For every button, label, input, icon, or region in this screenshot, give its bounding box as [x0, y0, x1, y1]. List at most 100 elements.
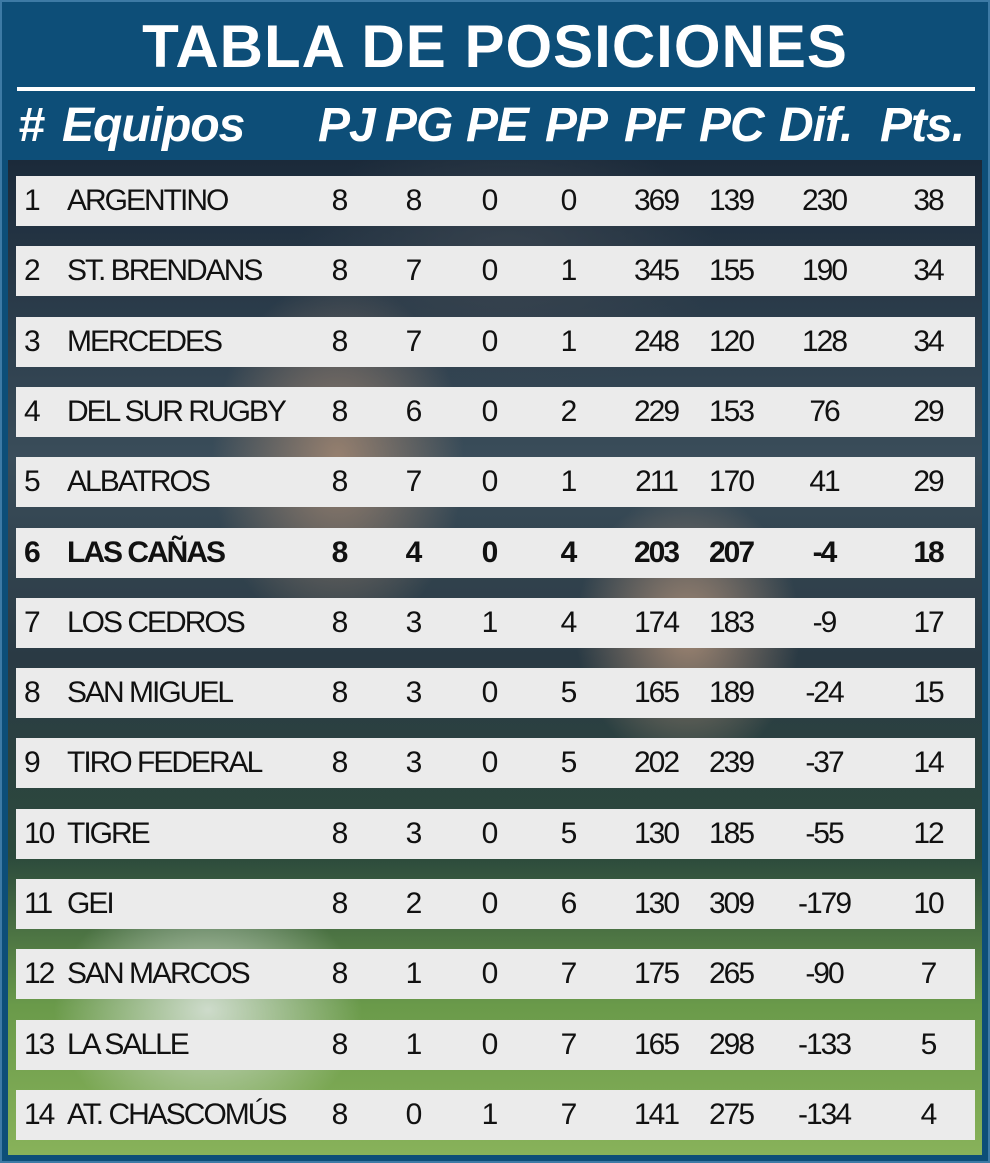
cell-pc: 265: [708, 957, 755, 991]
position: 1: [24, 184, 41, 217]
team-name: LA SALLE: [67, 1027, 190, 1061]
table-row: 13 LA SALLE 8 1 0 7 165 298 -133 5: [16, 1019, 975, 1070]
cell-pf: 130: [633, 816, 680, 850]
cell-pe: 0: [481, 184, 499, 217]
cell-pc: 170: [708, 465, 755, 499]
cell-pc: 189: [708, 676, 755, 710]
position: 10: [24, 816, 55, 850]
cell-pj: 8: [331, 1097, 349, 1131]
cell-pf: 203: [633, 535, 680, 569]
cell-pts: 38: [913, 184, 944, 217]
team-name: SAN MIGUEL: [67, 676, 234, 710]
cell-pc: 183: [708, 605, 755, 639]
header-pf: PF: [624, 99, 684, 152]
cell-pp: 7: [560, 1027, 578, 1061]
cell-pj: 8: [331, 465, 349, 499]
cell-pp: 4: [560, 535, 578, 569]
cell-pf: 174: [633, 605, 680, 639]
cell-pg: 7: [405, 324, 423, 358]
cell-pe: 1: [481, 1097, 499, 1131]
cell-pe: 0: [481, 465, 499, 499]
table-row: 6 LAS CAÑAS 8 4 0 4 203 207 -4 18: [16, 527, 975, 578]
cell-pe: 0: [481, 254, 499, 288]
cell-pg: 0: [405, 1097, 423, 1131]
cell-pg: 1: [405, 957, 423, 991]
position: 2: [24, 254, 41, 288]
cell-pc: 153: [708, 394, 755, 428]
cell-pc: 309: [708, 887, 755, 920]
table-row: 1 ARGENTINO 8 8 0 0 369 139 230 38: [16, 176, 975, 226]
cell-dif: -133: [797, 1027, 852, 1061]
table-row: 8 SAN MIGUEL 8 3 0 5 165 189 -24 15: [16, 668, 975, 719]
header-pc: PC: [699, 99, 765, 152]
cell-pf: 130: [633, 887, 680, 920]
position: 11: [24, 887, 53, 920]
table-row: 2 ST. BRENDANS 8 7 0 1 345 155 190 34: [16, 246, 975, 297]
cell-pe: 0: [481, 394, 499, 428]
position: 7: [24, 605, 41, 639]
cell-pts: 34: [913, 254, 944, 288]
cell-pj: 8: [331, 746, 349, 780]
cell-pp: 1: [560, 465, 578, 499]
table-row: 4 DEL SUR RUGBY 8 6 0 2 229 153 76 29: [16, 386, 975, 437]
cell-pg: 3: [405, 746, 423, 780]
cell-pp: 5: [560, 676, 578, 710]
cell-pf: 369: [633, 184, 680, 217]
cell-pts: 10: [913, 887, 944, 920]
cell-pe: 0: [481, 676, 499, 710]
cell-pts: 18: [913, 535, 944, 569]
cell-pg: 3: [405, 816, 423, 850]
header-pts: Pts.: [880, 99, 965, 152]
cell-pts: 14: [913, 746, 944, 780]
cell-pj: 8: [331, 816, 349, 850]
cell-pj: 8: [331, 535, 349, 569]
cell-pc: 139: [708, 184, 755, 217]
cell-dif: -24: [805, 676, 844, 710]
position: 3: [24, 324, 41, 358]
team-name: ST. BRENDANS: [67, 254, 263, 288]
cell-dif: -90: [805, 957, 844, 991]
cell-pts: 34: [913, 324, 944, 358]
cell-pe: 1: [481, 605, 499, 639]
cell-dif: 230: [801, 184, 848, 217]
team-name: SAN MARCOS: [67, 957, 251, 991]
cell-pc: 298: [708, 1027, 755, 1061]
cell-pc: 207: [708, 535, 755, 569]
cell-pj: 8: [331, 184, 349, 217]
team-name: AT. CHASCOMÚS: [67, 1097, 287, 1131]
cell-pj: 8: [331, 1027, 349, 1061]
cell-pj: 8: [331, 957, 349, 991]
position: 4: [24, 394, 41, 428]
cell-pf: 175: [633, 957, 680, 991]
position: 6: [24, 535, 41, 569]
cell-pts: 7: [920, 957, 938, 991]
cell-pf: 211: [635, 465, 679, 499]
team-name: LOS CEDROS: [67, 605, 246, 639]
cell-pe: 0: [481, 535, 499, 569]
cell-pj: 8: [331, 324, 349, 358]
cell-pe: 0: [481, 746, 499, 780]
cell-dif: -37: [805, 746, 844, 780]
position: 14: [24, 1097, 55, 1131]
team-name: LAS CAÑAS: [67, 535, 226, 569]
cell-pts: 15: [913, 676, 944, 710]
header-dif: Dif.: [779, 99, 853, 152]
header-team: Equipos: [62, 99, 245, 152]
cell-dif: -55: [805, 816, 844, 850]
cell-dif: -9: [812, 605, 838, 639]
cell-pp: 5: [560, 746, 578, 780]
page-title: TABLA DE POSICIONES: [142, 13, 848, 80]
cell-pe: 0: [481, 957, 499, 991]
position: 13: [24, 1027, 55, 1061]
table-row: 9 TIRO FEDERAL 8 3 0 5 202 239 -37 14: [16, 738, 975, 789]
cell-dif: -179: [797, 887, 852, 920]
cell-pf: 165: [633, 676, 680, 710]
cell-pe: 0: [481, 887, 499, 920]
cell-pj: 8: [331, 254, 349, 288]
header-pj: PJ: [318, 99, 376, 152]
cell-pts: 5: [920, 1027, 938, 1061]
cell-pp: 2: [560, 394, 578, 428]
table-row: 5 ALBATROS 8 7 0 1 211 170 41 29: [16, 457, 975, 508]
cell-pe: 0: [481, 816, 499, 850]
header-pp: PP: [545, 99, 608, 152]
